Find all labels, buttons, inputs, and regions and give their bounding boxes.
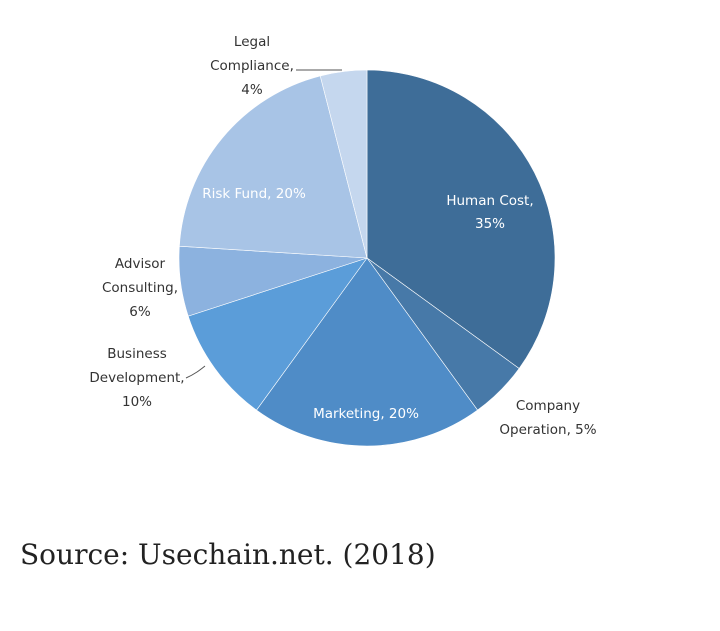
slice-label-line: 10% — [122, 394, 152, 410]
slice-label-line: Human Cost, — [446, 193, 533, 209]
slice-label-company-operation: Company Operation, 5% — [499, 398, 596, 438]
slice-label-line: Legal — [234, 34, 270, 50]
slice-label-marketing: Marketing, 20% — [313, 406, 419, 422]
slice-label-legal-compliance: Legal Compliance, 4% — [210, 34, 294, 98]
slice-label-line: Advisor — [115, 256, 166, 272]
slice-label-line: 6% — [129, 304, 151, 320]
source-caption: Source: Usechain.net. (2018) — [20, 538, 436, 571]
leader-line-business-development — [185, 365, 206, 379]
slice-label-line: Operation, 5% — [499, 422, 596, 438]
pie-slice-legal-compliance — [319, 69, 368, 259]
slice-label-business-development: Business Development, 10% — [89, 346, 184, 410]
slice-label-line: Development, — [89, 370, 184, 386]
slice-label-advisor-consulting: Advisor Consulting, 6% — [102, 256, 178, 320]
slice-label-line: Company — [516, 398, 580, 414]
slice-label-risk-fund: Risk Fund, 20% — [202, 186, 306, 202]
pie-slice-human-cost — [366, 69, 556, 369]
slice-label-line: Marketing, 20% — [313, 406, 419, 422]
pie-slice-risk-fund — [179, 75, 368, 259]
slice-label-line: Compliance, — [210, 58, 294, 74]
slice-label-line: 4% — [241, 82, 263, 98]
pie-chart: Human Cost, 35% Company Operation, 5% Market… — [89, 34, 597, 447]
slice-label-line: Consulting, — [102, 280, 178, 296]
pie-chart-svg: Human Cost, 35% Company Operation, 5% Market… — [89, 34, 597, 447]
slice-label-human-cost: Human Cost, 35% — [446, 193, 533, 232]
pie-slice-marketing — [256, 257, 478, 447]
slice-label-line: Business — [107, 346, 167, 362]
slice-label-line: 35% — [475, 216, 505, 232]
slice-label-line: Risk Fund, 20% — [202, 186, 306, 202]
pie-slice-business-development — [187, 257, 368, 411]
